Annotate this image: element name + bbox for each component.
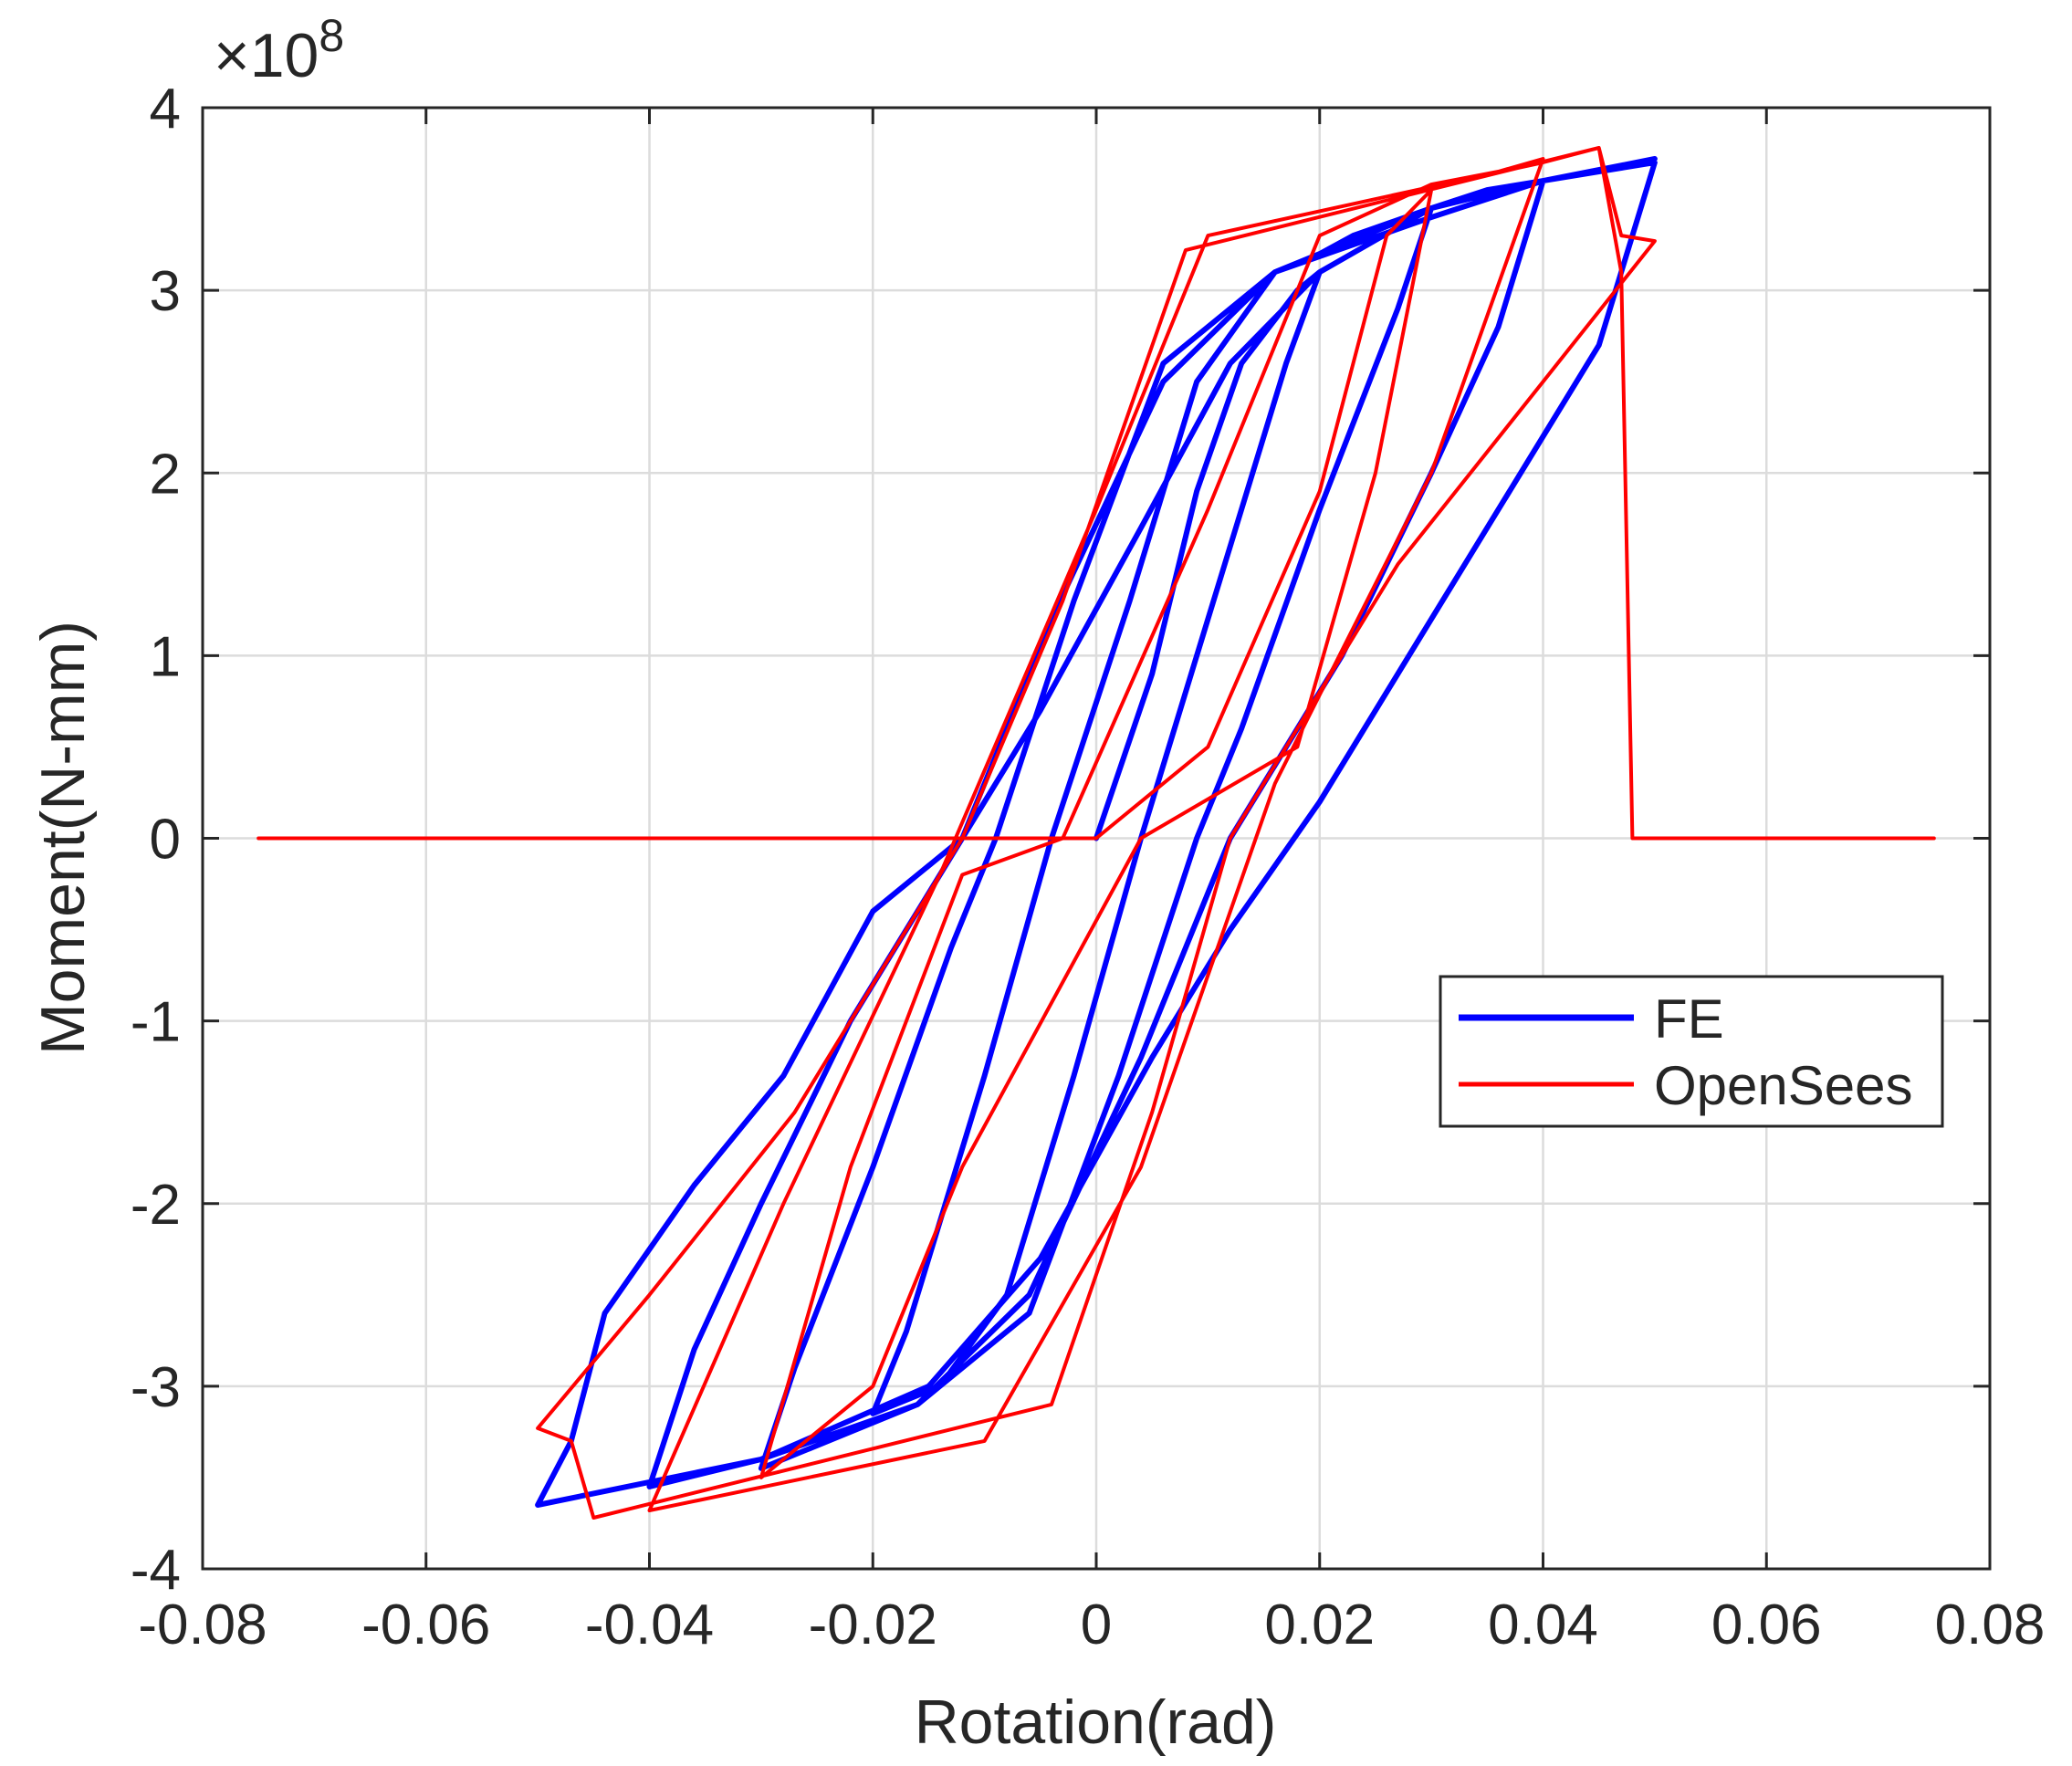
x-tick-label: 0.02 [1264,1594,1375,1656]
y-tick-label: 1 [150,625,181,688]
x-axis-label: Rotation(rad) [915,1688,1277,1757]
legend-label-fe: FE [1654,988,1724,1050]
y-tick-label: 3 [150,260,181,323]
y-tick-label: 4 [150,78,181,141]
series-line-fe [535,156,1658,1508]
y-multiplier-exponent: 8 [319,10,344,61]
legend-label-opensees: OpenSees [1654,1055,1913,1116]
x-tick-label: 0 [1081,1594,1112,1656]
x-tick-label: 0.04 [1488,1594,1598,1656]
x-tick-label: -0.06 [361,1594,490,1656]
y-axis-label: Moment(N-mm) [28,621,98,1055]
axis-ticks [201,106,1992,1571]
series-layer [256,146,1936,1520]
x-tick-label: -0.04 [585,1594,714,1656]
series-line-opensees [256,146,1936,1520]
x-tick-label: -0.08 [138,1594,267,1656]
y-tick-label: -1 [131,991,181,1054]
x-tick-label: 0.08 [1935,1594,2046,1656]
legend-box [1439,975,1944,1128]
y-tick-label: -4 [131,1539,181,1602]
x-tick-label: 0.06 [1711,1594,1822,1656]
x-tick-label: -0.02 [809,1594,937,1656]
legend: FE OpenSees [1439,975,1944,1128]
y-tick-label: 0 [150,809,181,872]
y-tick-labels: -4 -3 -2 -1 0 1 2 3 4 [131,78,181,1602]
y-multiplier-label: ×108 [214,10,344,90]
y-tick-label: 2 [150,443,181,506]
y-tick-label: -3 [131,1356,181,1419]
y-tick-label: -2 [131,1174,181,1237]
x-tick-labels: -0.08 -0.06 -0.04 -0.02 0 0.02 0.04 0.06 0.08 [138,1594,2045,1656]
